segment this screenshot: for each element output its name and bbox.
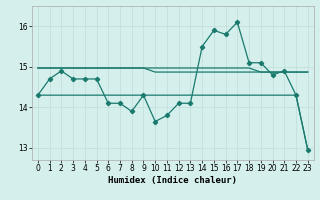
X-axis label: Humidex (Indice chaleur): Humidex (Indice chaleur)	[108, 176, 237, 185]
